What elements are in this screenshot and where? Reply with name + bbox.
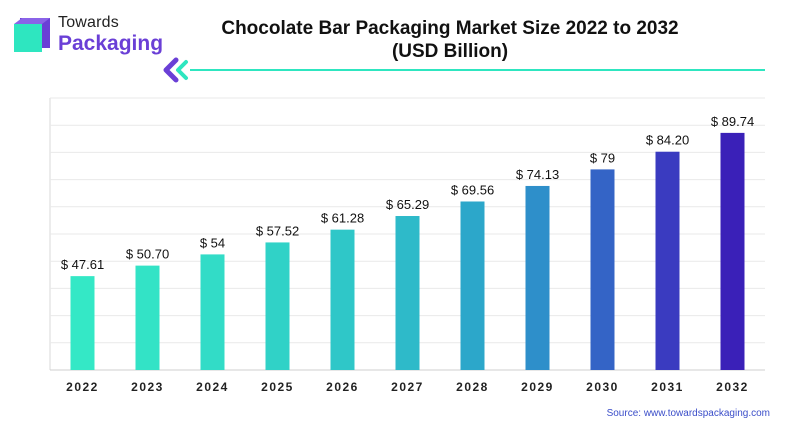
x-tick-label-2022: 2022: [66, 380, 99, 394]
x-tick-label-2024: 2024: [196, 380, 229, 394]
value-label-2028: $ 69.56: [451, 182, 494, 197]
value-label-2024: $ 54: [200, 235, 225, 250]
value-label-2032: $ 89.74: [711, 114, 754, 129]
bar-2032: [720, 132, 745, 370]
x-tick-label-2031: 2031: [651, 380, 684, 394]
brand-logo: Towards Packaging: [12, 12, 164, 62]
bar-2028: [460, 201, 485, 370]
value-label-2025: $ 57.52: [256, 223, 299, 238]
value-label-2029: $ 74.13: [516, 167, 559, 182]
logo-cube-icon: [14, 18, 50, 52]
x-axis-labels: 2022 2023 2024 2025 2026 2027 2028 2029 2030 2031…: [66, 380, 749, 394]
value-label-2031: $ 84.20: [646, 133, 689, 148]
x-tick-label-2027: 2027: [391, 380, 424, 394]
x-tick-label-2029: 2029: [521, 380, 554, 394]
chevron-accent-icon: [176, 60, 188, 80]
logo-text-packaging: Packaging: [58, 32, 164, 55]
header-decoration: [163, 57, 765, 83]
logo-text-towards: Towards: [58, 14, 119, 31]
chart-title-line1: Chocolate Bar Packaging Market Size 2022…: [221, 18, 679, 39]
bar-2026: [330, 229, 355, 370]
value-label-2022: $ 47.61: [61, 257, 104, 272]
chart-title: Chocolate Bar Packaging Market Size 2022…: [190, 17, 710, 63]
value-label-2026: $ 61.28: [321, 211, 364, 226]
bar-2030: [590, 169, 615, 370]
x-tick-label-2032: 2032: [716, 380, 749, 394]
x-tick-label-2026: 2026: [326, 380, 359, 394]
bar-2024: [200, 254, 225, 370]
bar-2029: [525, 185, 550, 370]
x-tick-label-2028: 2028: [456, 380, 489, 394]
value-label-2027: $ 65.29: [386, 197, 429, 212]
bar-2027: [395, 216, 420, 370]
chevron-left-icon: [163, 57, 179, 83]
x-tick-label-2025: 2025: [261, 380, 294, 394]
bar-2023: [135, 265, 160, 370]
value-label-2023: $ 50.70: [126, 247, 169, 262]
bar-2025: [265, 242, 290, 370]
chart-title-line2: (USD Billion): [391, 41, 509, 62]
value-labels: $ 47.61 $ 50.70 $ 54 $ 57.52 $ 61.28 $ 65.29 $…: [61, 114, 754, 272]
bar-2022: [70, 276, 95, 370]
bar-2031: [655, 151, 680, 370]
x-tick-label-2023: 2023: [131, 380, 164, 394]
chart-bars: [70, 132, 745, 370]
source-note: Source: www.towardspackaging.com: [606, 408, 770, 419]
value-label-2030: $ 79: [590, 150, 615, 165]
x-tick-label-2030: 2030: [586, 380, 619, 394]
